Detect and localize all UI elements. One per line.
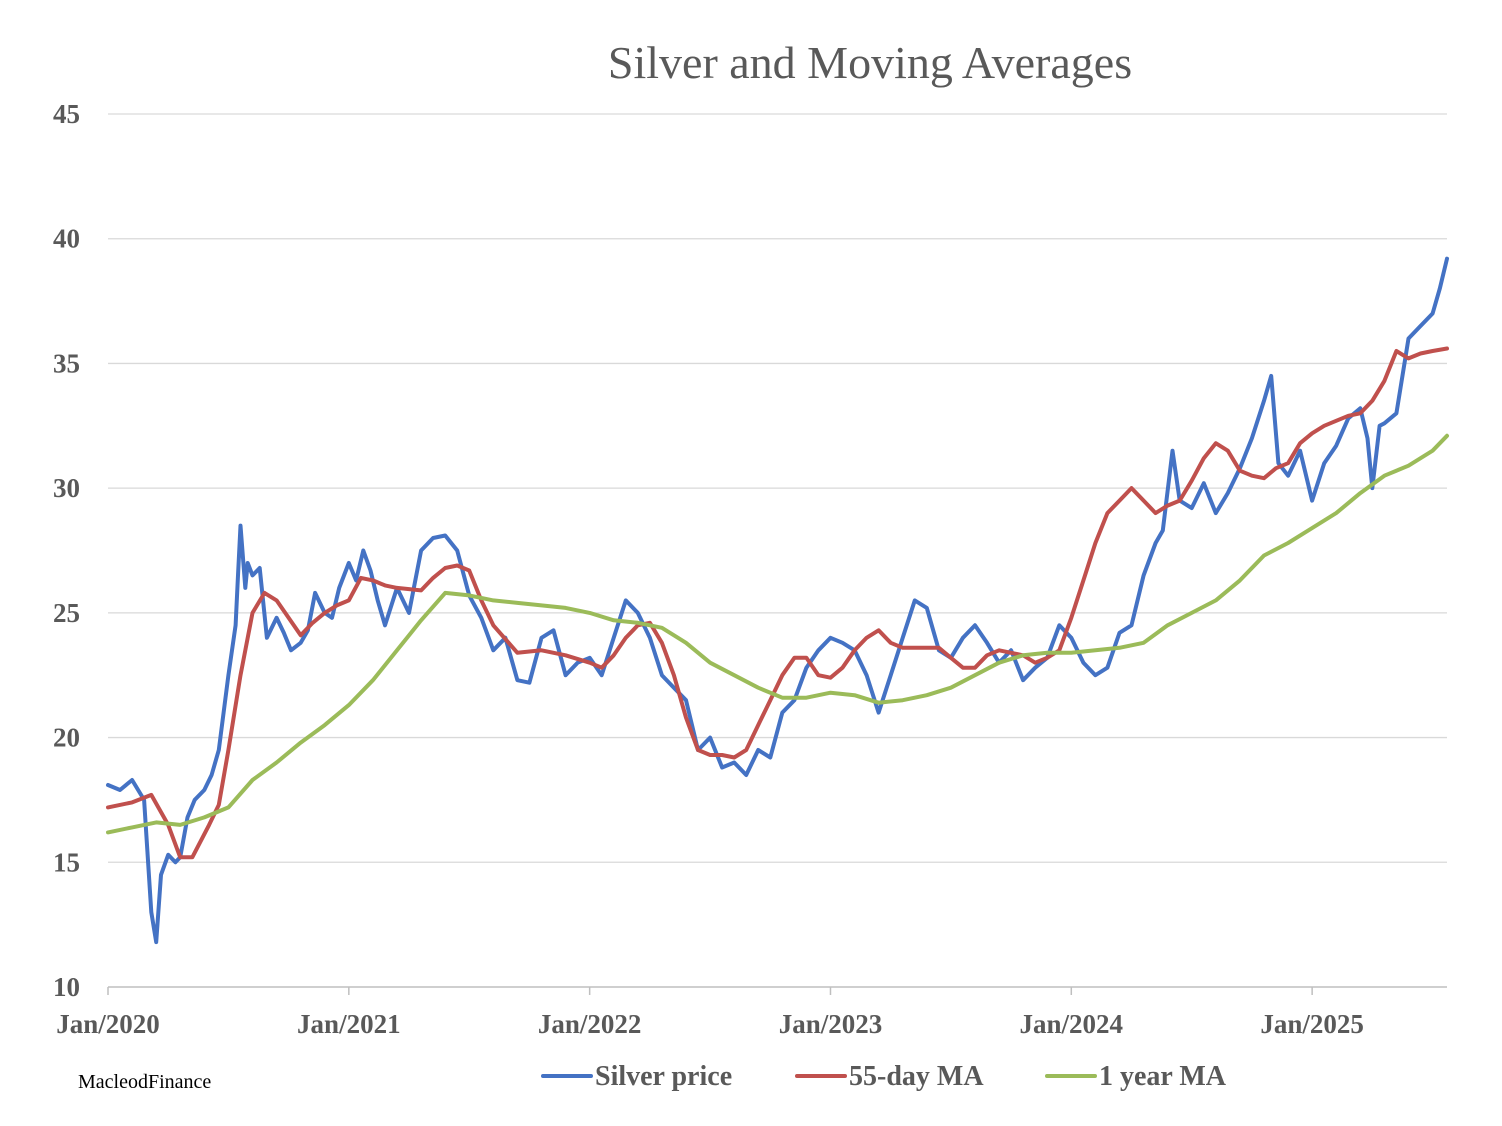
series-lines — [106, 256, 1449, 945]
x-tick-label: Jan/2021 — [297, 1009, 401, 1039]
x-tick-label: Jan/2023 — [779, 1009, 883, 1039]
legend: Silver price 55-day MA 1 year MA — [541, 1061, 1227, 1092]
y-tick-label: 35 — [53, 348, 80, 378]
x-axis: Jan/2020 Jan/2021 Jan/2022 Jan/2023 Jan/2024… — [56, 986, 1447, 1039]
y-tick-label: 20 — [53, 723, 80, 753]
ma55-line — [106, 346, 1449, 860]
ma1y-line — [106, 433, 1449, 835]
x-tick-label: Jan/2025 — [1260, 1009, 1364, 1039]
y-tick-label: 25 — [53, 598, 80, 628]
y-tick-label: 10 — [53, 972, 80, 1002]
x-tick-label: Jan/2022 — [538, 1009, 642, 1039]
chart-title: Silver and Moving Averages — [608, 37, 1132, 88]
y-axis-ticks: 10 15 20 25 30 35 40 45 — [53, 99, 80, 1002]
credit-label: MacleodFinance — [78, 1071, 211, 1093]
x-tick-label: Jan/2024 — [1020, 1009, 1124, 1039]
y-tick-label: 15 — [53, 847, 80, 877]
x-tick-label: Jan/2020 — [56, 1009, 160, 1039]
gridlines — [108, 113, 1447, 863]
y-tick-label: 40 — [53, 224, 80, 254]
legend-label: Silver price — [595, 1061, 732, 1092]
y-tick-label: 30 — [53, 473, 80, 503]
legend-label: 1 year MA — [1099, 1061, 1227, 1092]
y-tick-label: 45 — [53, 99, 80, 129]
legend-label: 55-day MA — [849, 1061, 984, 1092]
silver-price-line — [106, 256, 1449, 945]
